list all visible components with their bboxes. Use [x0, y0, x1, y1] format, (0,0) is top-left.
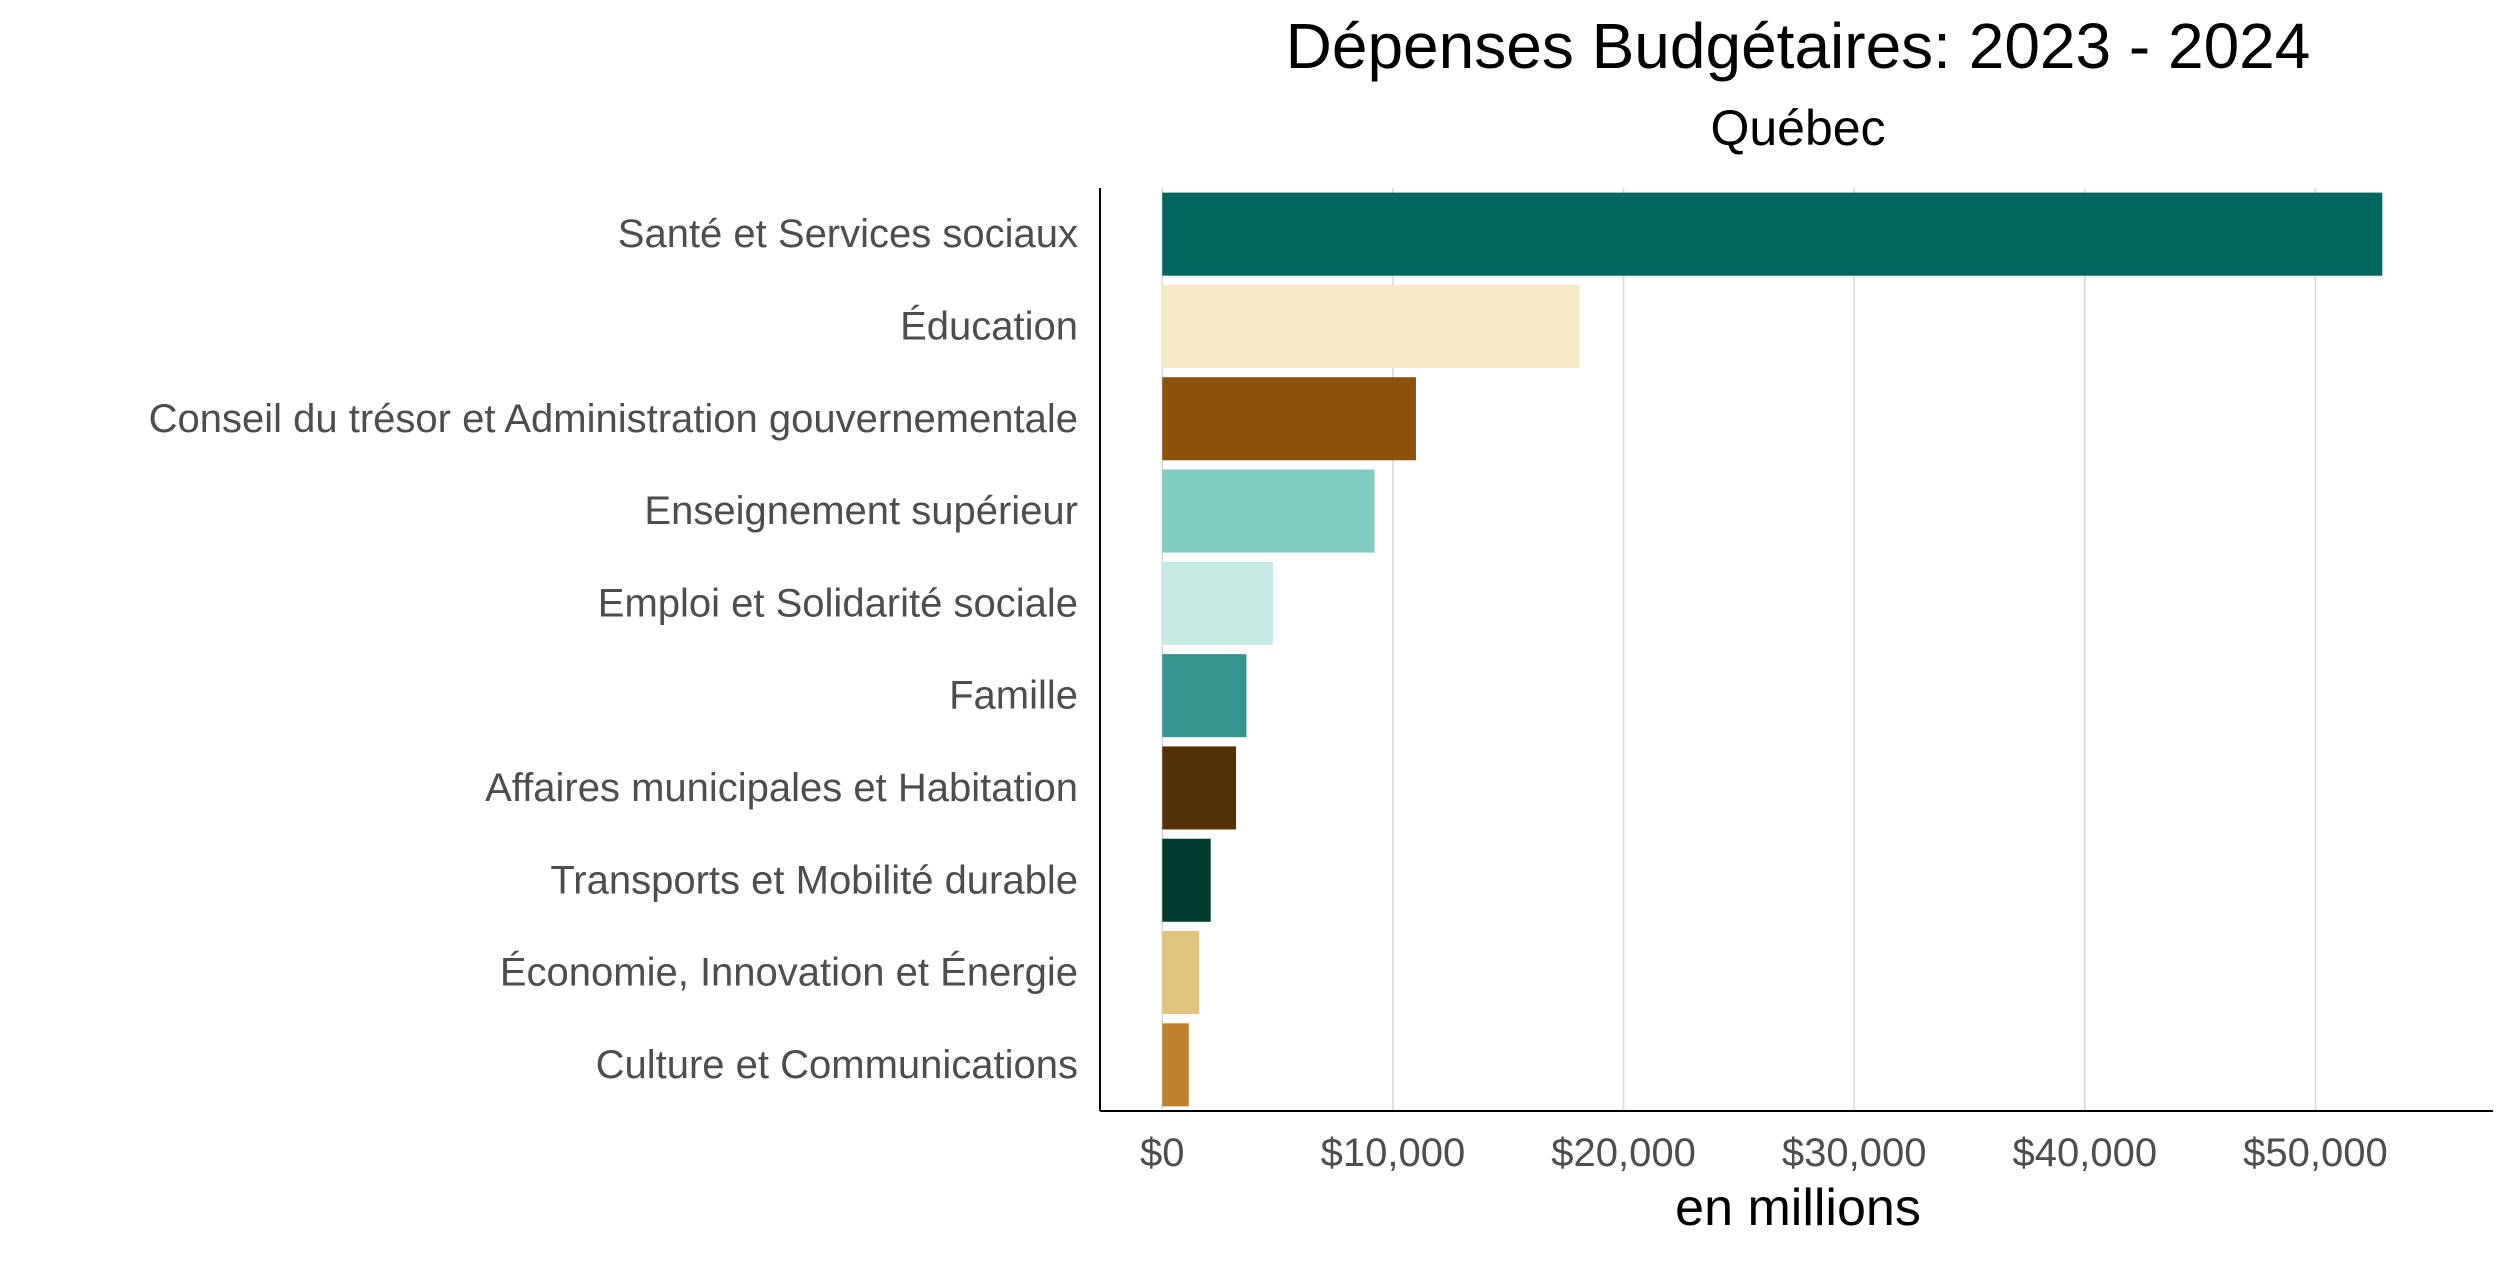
chart-title: Dépenses Budgétaires: 2023 - 2024 — [1286, 10, 2311, 82]
category-labels: Santé et Services sociaux Éducation Consei… — [149, 212, 1078, 1087]
bar-8 — [1162, 838, 1211, 922]
bar-4 — [1162, 469, 1375, 553]
axes — [1099, 188, 2493, 1112]
category-label-4: Enseignement supérieur — [644, 489, 1078, 533]
x-tick-labels: $0 $10,000 $20,000 $30,000 $40,000 $50,000 — [1140, 1131, 2388, 1175]
bar-5 — [1162, 561, 1273, 645]
category-label-10: Culture et Communications — [596, 1043, 1078, 1087]
category-label-9: Économie, Innovation et Énergie — [500, 950, 1078, 995]
x-tick-label-1: $10,000 — [1321, 1131, 1466, 1175]
bar-9 — [1162, 931, 1200, 1015]
category-label-2: Éducation — [900, 303, 1078, 348]
x-tick-label-2: $20,000 — [1551, 1131, 1696, 1175]
bar-3 — [1162, 377, 1416, 461]
bar-7 — [1162, 746, 1237, 830]
category-label-8: Transports et Mobilité durable — [550, 858, 1078, 902]
x-tick-label-5: $50,000 — [2243, 1131, 2388, 1175]
bar-6 — [1162, 654, 1247, 738]
category-label-5: Emploi et Solidarité sociale — [598, 581, 1078, 625]
bars — [1162, 192, 2383, 1107]
category-label-1: Santé et Services sociaux — [618, 212, 1078, 256]
x-tick-label-4: $40,000 — [2012, 1131, 2157, 1175]
x-axis-title: en millions — [1675, 1179, 1921, 1237]
category-label-7: Affaires municipales et Habitation — [485, 766, 1078, 810]
chart-subtitle: Québec — [1710, 100, 1885, 156]
category-label-6: Famille — [949, 674, 1078, 718]
bar-2 — [1162, 284, 1580, 368]
bar-10 — [1162, 1023, 1189, 1107]
bar-1 — [1162, 192, 2383, 276]
category-label-3: Conseil du trésor et Administration gouv… — [149, 397, 1078, 441]
x-tick-label-0: $0 — [1140, 1131, 1185, 1175]
x-tick-label-3: $30,000 — [1782, 1131, 1927, 1175]
